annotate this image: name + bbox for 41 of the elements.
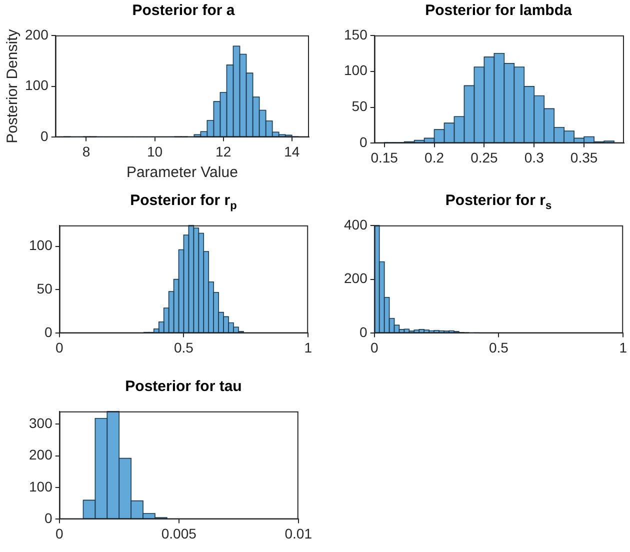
x-tick-label: 0.25 (470, 149, 498, 166)
chart-title: Posterior for r$_{p}$ (129, 192, 238, 212)
x-tick-label: 1 (619, 339, 628, 356)
x-tick-label: 10 (146, 143, 163, 160)
y-tick-label: 50 (36, 280, 53, 297)
y-tick-label: 200 (29, 446, 53, 463)
y-tick-label: 100 (29, 478, 53, 494)
x-tick-label: 0.5 (174, 339, 194, 356)
x-tick-label: 14 (284, 143, 300, 160)
y-axis-title: Posterior Density (4, 28, 22, 144)
y-tick-label: 0 (44, 510, 53, 526)
y-tick-label: 150 (344, 26, 368, 42)
x-tick-label: 0.3 (524, 149, 544, 166)
y-tick-label: 100 (25, 77, 49, 94)
x-tick-label: 8 (82, 143, 90, 160)
x-axis-title: Parameter Value (126, 164, 238, 182)
y-tick-label: 200 (25, 26, 49, 42)
y-tick-label: 0 (44, 324, 53, 340)
x-tick-label: 0 (370, 339, 378, 356)
x-tick-label: 0.005 (161, 525, 197, 542)
x-tick-label: 0.35 (570, 149, 598, 166)
x-tick-label: 12 (216, 143, 232, 160)
x-tick-label: 1 (304, 339, 312, 356)
chart-title: Posterior for r$_{s}$ (444, 192, 553, 212)
x-tick-label: 0.15 (370, 149, 398, 166)
y-tick-label: 100 (29, 237, 53, 254)
x-tick-label: 0.01 (284, 525, 312, 542)
x-tick-label: 0.5 (489, 339, 509, 356)
y-tick-label: 50 (352, 98, 368, 114)
y-tick-label: 300 (29, 414, 53, 431)
y-tick-label: 0 (40, 128, 49, 144)
x-tick-label: 0 (55, 339, 64, 356)
y-tick-label: 200 (344, 270, 368, 286)
y-tick-label: 100 (344, 62, 368, 78)
x-tick-label: 0.2 (424, 149, 444, 166)
x-tick-label: 0 (55, 525, 64, 542)
chart-title: Posterior for lambda (424, 2, 573, 19)
y-tick-label: 0 (360, 324, 368, 340)
chart-title: Posterior for tau (124, 378, 243, 395)
y-tick-label: 400 (344, 216, 368, 232)
chart-title: Posterior for a (131, 2, 236, 19)
